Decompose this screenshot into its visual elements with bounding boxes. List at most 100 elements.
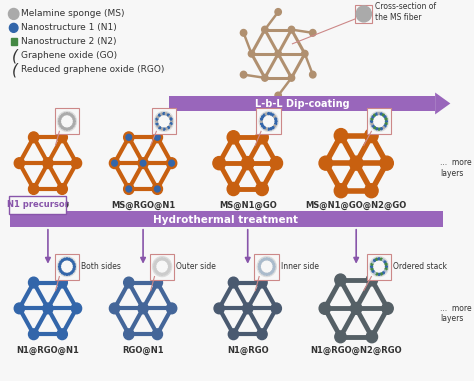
Circle shape: [166, 303, 177, 314]
Circle shape: [153, 257, 172, 277]
Text: MS@N1@GO@N2@GO: MS@N1@GO@N2@GO: [306, 201, 407, 210]
Circle shape: [154, 263, 156, 265]
Circle shape: [64, 273, 65, 275]
Circle shape: [272, 126, 274, 129]
Circle shape: [265, 128, 267, 130]
Circle shape: [124, 277, 134, 288]
Circle shape: [9, 8, 19, 19]
Circle shape: [70, 114, 72, 116]
Circle shape: [374, 126, 375, 129]
Circle shape: [266, 258, 268, 260]
Circle shape: [152, 132, 163, 142]
Circle shape: [43, 303, 53, 314]
Circle shape: [365, 184, 378, 198]
Circle shape: [264, 116, 274, 127]
Circle shape: [310, 29, 316, 36]
Circle shape: [260, 261, 262, 263]
Circle shape: [383, 114, 384, 116]
Circle shape: [161, 274, 163, 275]
Circle shape: [159, 258, 161, 260]
Circle shape: [126, 134, 132, 140]
Circle shape: [264, 126, 265, 129]
Circle shape: [374, 261, 384, 272]
Text: RGO@N1: RGO@N1: [122, 346, 164, 355]
Circle shape: [371, 266, 373, 267]
Circle shape: [385, 120, 387, 122]
Circle shape: [268, 128, 270, 130]
Circle shape: [62, 261, 72, 272]
Circle shape: [59, 118, 61, 120]
Text: (: (: [12, 62, 18, 77]
Circle shape: [384, 270, 386, 272]
Circle shape: [62, 259, 64, 261]
Circle shape: [60, 116, 62, 118]
Circle shape: [262, 125, 264, 127]
Circle shape: [385, 123, 387, 125]
Circle shape: [157, 261, 167, 272]
Text: Nanostructure 2 (N2): Nanostructure 2 (N2): [21, 37, 117, 46]
FancyBboxPatch shape: [169, 96, 435, 111]
Circle shape: [260, 270, 262, 272]
Circle shape: [161, 113, 163, 115]
Circle shape: [168, 263, 170, 265]
Circle shape: [57, 257, 76, 277]
Circle shape: [264, 114, 265, 116]
Circle shape: [301, 50, 308, 57]
Circle shape: [60, 270, 62, 272]
Circle shape: [161, 258, 163, 260]
Circle shape: [72, 261, 74, 263]
Circle shape: [335, 274, 346, 286]
Circle shape: [372, 270, 374, 272]
Circle shape: [57, 111, 76, 131]
Circle shape: [376, 113, 378, 115]
Circle shape: [259, 268, 261, 270]
Circle shape: [257, 277, 267, 288]
Circle shape: [384, 116, 386, 118]
Circle shape: [370, 257, 389, 277]
Circle shape: [380, 128, 382, 130]
Circle shape: [152, 184, 163, 194]
Polygon shape: [435, 93, 450, 114]
Circle shape: [228, 329, 238, 339]
Circle shape: [66, 274, 68, 275]
Circle shape: [73, 118, 75, 120]
Circle shape: [385, 118, 387, 120]
Circle shape: [68, 128, 70, 130]
Text: Reduced graphene oxide (RGO): Reduced graphene oxide (RGO): [21, 65, 164, 74]
Circle shape: [126, 186, 132, 192]
Circle shape: [273, 125, 275, 127]
Circle shape: [163, 128, 165, 130]
Circle shape: [240, 71, 247, 78]
Circle shape: [70, 259, 72, 261]
Circle shape: [124, 132, 134, 142]
Circle shape: [370, 111, 389, 131]
Circle shape: [288, 26, 295, 33]
Circle shape: [159, 273, 161, 275]
Circle shape: [378, 258, 380, 260]
Circle shape: [227, 182, 240, 195]
Circle shape: [272, 114, 274, 116]
Circle shape: [275, 50, 282, 57]
Circle shape: [380, 273, 382, 275]
Text: MS@RGO@N1: MS@RGO@N1: [111, 201, 175, 210]
Circle shape: [268, 258, 270, 260]
Circle shape: [159, 126, 161, 129]
Circle shape: [66, 128, 68, 130]
Circle shape: [349, 156, 363, 170]
Circle shape: [124, 329, 134, 339]
Text: Melamine sponge (MS): Melamine sponge (MS): [206, 99, 332, 109]
Circle shape: [28, 132, 39, 142]
Circle shape: [70, 126, 72, 129]
FancyBboxPatch shape: [367, 109, 392, 134]
Circle shape: [109, 303, 119, 314]
Circle shape: [165, 259, 167, 261]
Circle shape: [157, 272, 159, 274]
Circle shape: [155, 270, 157, 272]
Circle shape: [72, 116, 74, 118]
Circle shape: [275, 118, 277, 120]
FancyBboxPatch shape: [152, 109, 176, 134]
Circle shape: [374, 259, 375, 261]
Circle shape: [273, 116, 275, 118]
Circle shape: [66, 258, 68, 260]
Circle shape: [265, 113, 267, 115]
